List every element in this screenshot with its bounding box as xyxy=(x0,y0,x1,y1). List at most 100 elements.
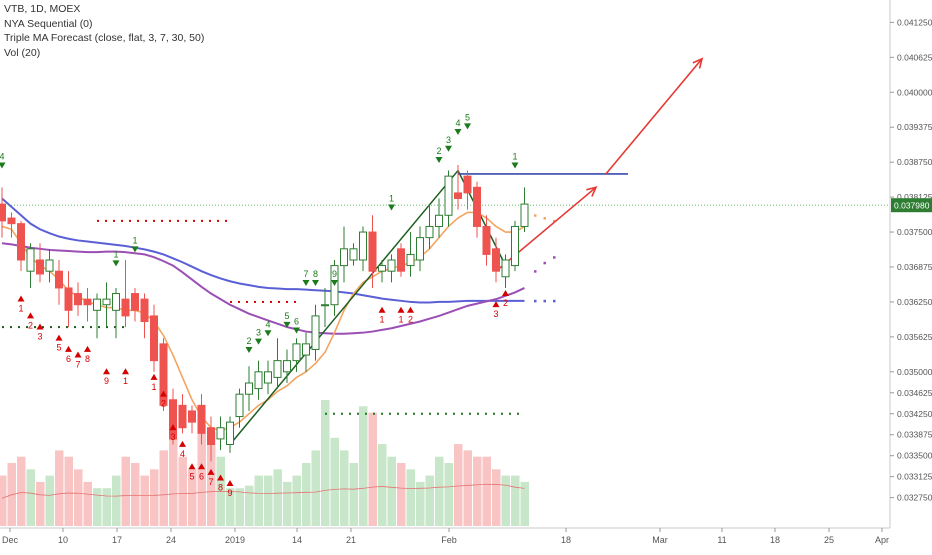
level-dot xyxy=(485,412,487,415)
candle xyxy=(26,243,35,288)
volume-ma-line xyxy=(1,483,525,499)
symbol-title[interactable]: VTB, 1D, MOEX xyxy=(4,3,81,15)
candle-body xyxy=(264,371,272,384)
candle xyxy=(492,237,500,283)
arrow-head xyxy=(586,186,598,197)
price-tick-label: 0.033875 xyxy=(897,430,932,440)
buy-marker-icon xyxy=(245,347,253,354)
candle xyxy=(511,220,519,272)
time-tick-label: Apr xyxy=(875,535,889,545)
level-dot xyxy=(82,326,84,329)
volume-bar xyxy=(112,475,121,526)
level-dot xyxy=(137,219,139,222)
indicator-nya-sequential[interactable]: NYA Sequential (0) xyxy=(4,17,93,30)
volume-bar xyxy=(178,456,187,526)
volume-bar xyxy=(235,488,244,526)
candle-body xyxy=(340,248,348,267)
volume-bar xyxy=(55,450,64,526)
candle xyxy=(387,254,396,283)
price-tick-label: 0.040625 xyxy=(897,52,932,62)
candle-body xyxy=(197,404,206,434)
forecast-dot xyxy=(553,299,556,303)
level-dot xyxy=(413,412,415,415)
candle-body xyxy=(463,175,472,194)
price-tick-label: 0.033125 xyxy=(897,472,932,482)
volume-bar xyxy=(36,481,45,526)
volume-bar xyxy=(378,444,387,526)
time-tick-label: 24 xyxy=(166,535,176,545)
buy-marker-icon xyxy=(435,156,443,163)
candle-body xyxy=(102,298,111,306)
volume-bar xyxy=(520,481,529,526)
level-dot xyxy=(161,219,163,222)
price-tick-label: 0.033500 xyxy=(897,451,932,461)
candle-body xyxy=(349,248,358,261)
candle-body xyxy=(406,253,415,267)
volume-bar xyxy=(311,450,320,526)
forecast-dot xyxy=(553,256,556,259)
price-tick-label: 0.039375 xyxy=(897,122,932,132)
level-dot xyxy=(90,326,92,329)
volume-bar xyxy=(93,488,102,526)
price-tick-label: 0.041250 xyxy=(897,17,932,27)
buy-marker-icon xyxy=(264,330,272,337)
time-tick-label: 14 xyxy=(292,535,302,545)
sell-count-label: 2 xyxy=(28,320,33,330)
buy-marker-icon xyxy=(331,279,338,286)
candle xyxy=(140,293,149,339)
time-axis: Dec 10 17 24 2019 14 21 Feb 18 Mar 11 18 25 Apr xyxy=(0,527,890,545)
buy-count-label: 7 xyxy=(303,269,308,279)
candle xyxy=(7,212,16,238)
level-dot xyxy=(325,412,327,415)
level-dot xyxy=(193,219,195,222)
volume-bar xyxy=(482,456,491,526)
candle-body xyxy=(178,404,187,429)
candle-body xyxy=(378,265,386,272)
level-dot xyxy=(34,326,36,329)
volume-bar xyxy=(74,469,83,526)
level-dot xyxy=(493,412,495,415)
candle xyxy=(235,388,244,428)
forecast-dot xyxy=(543,261,546,265)
sell-marker-icon xyxy=(378,306,386,313)
indicator-triple-ma[interactable]: Triple MA Forecast (close, flat, 3, 7, 3… xyxy=(4,32,205,44)
candle-body xyxy=(435,214,443,227)
level-dot xyxy=(381,412,383,415)
candle-body xyxy=(511,225,519,267)
level-dot xyxy=(238,300,240,303)
level-dot xyxy=(185,219,187,222)
level-dot xyxy=(333,412,335,415)
sell-count-label: 1 xyxy=(18,304,23,314)
level-dot xyxy=(42,326,44,329)
green-dotted-level xyxy=(2,326,124,329)
candle-body xyxy=(45,259,54,272)
volume-bar xyxy=(511,475,520,526)
time-tick-label: 11 xyxy=(717,535,726,545)
level-dot xyxy=(225,219,227,222)
candle-body xyxy=(216,427,225,440)
indicator-volume[interactable]: Vol (20) xyxy=(4,46,41,59)
candle xyxy=(112,287,120,339)
last-price-tag-label: 0.037980 xyxy=(894,201,930,211)
volume-bar xyxy=(245,485,254,526)
sell-marker-icon xyxy=(160,390,167,397)
buy-marker-icon xyxy=(293,327,300,334)
time-tick-label: Feb xyxy=(441,535,457,545)
candle xyxy=(378,260,386,283)
candle xyxy=(17,220,25,272)
price-tick-label: 0.034250 xyxy=(897,409,932,419)
green-dotted-level-2 xyxy=(325,412,519,415)
level-dot xyxy=(58,326,60,329)
candle-body xyxy=(454,192,462,199)
candle-body xyxy=(273,360,282,378)
price-tick-label: 0.036250 xyxy=(897,297,932,307)
candle xyxy=(0,187,6,238)
price-tick-label: 0.038125 xyxy=(897,192,932,202)
candle xyxy=(520,187,529,233)
candle-body xyxy=(368,231,377,272)
volume-bar xyxy=(387,456,396,526)
level-dot xyxy=(201,219,203,222)
candle-body xyxy=(7,217,16,225)
